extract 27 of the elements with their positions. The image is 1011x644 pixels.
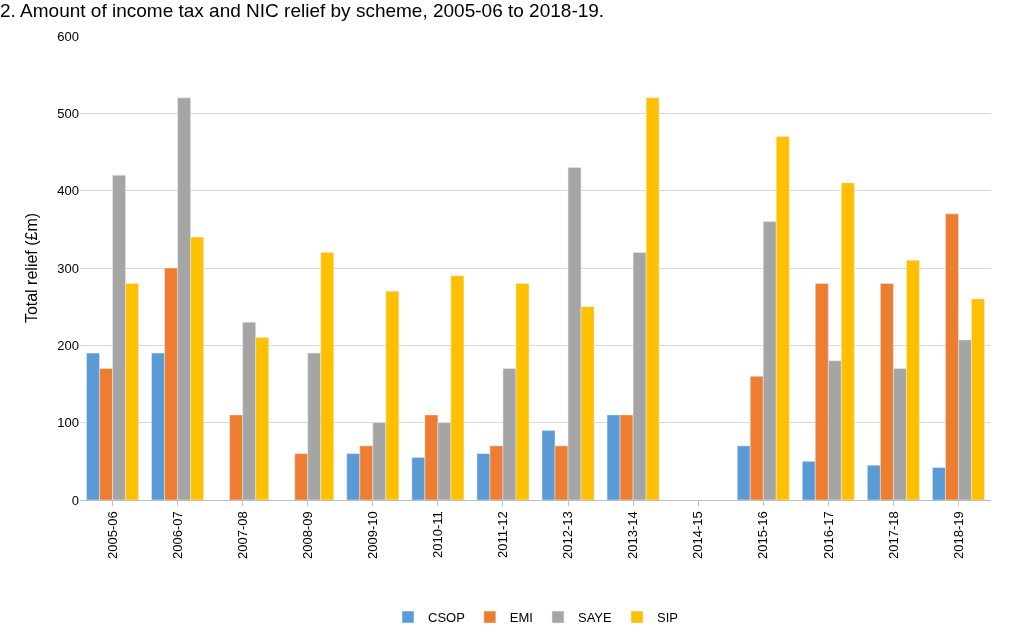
legend-label: EMI xyxy=(509,610,533,626)
x-tick-label: 2006-07 xyxy=(169,511,185,559)
chart-title: 2. Amount of income tax and NIC relief by scheme, 2005-06 to 2018-19. xyxy=(0,0,605,21)
y-axis-title: Total relief (£m) xyxy=(23,212,41,324)
y-tick-label: 500 xyxy=(57,105,79,121)
x-tick-label: 2016-17 xyxy=(820,511,836,559)
y-tick-label: 300 xyxy=(57,260,79,276)
x-tick-label: 2018-19 xyxy=(950,511,966,559)
y-tick-label: 200 xyxy=(57,337,79,353)
x-tick-label: 2005-06 xyxy=(104,511,120,559)
x-tick-label: 2015-16 xyxy=(755,511,771,559)
x-tick-label: 2009-10 xyxy=(365,511,381,559)
x-tick-label: 2008-09 xyxy=(299,511,315,559)
x-tick-label: 2010-11 xyxy=(430,511,446,558)
legend-label: CSOP xyxy=(428,610,465,626)
x-tick-label: 2007-08 xyxy=(234,511,250,559)
y-tick-label: 600 xyxy=(57,28,79,44)
legend-label: SIP xyxy=(657,610,678,626)
y-tick-label: 400 xyxy=(57,183,79,199)
x-tick-label: 2017-18 xyxy=(885,511,901,559)
x-tick-label: 2013-14 xyxy=(625,511,641,559)
x-tick-label: 2011-12 xyxy=(495,511,511,558)
x-tick-label: 2014-15 xyxy=(690,511,706,559)
x-tick-label: 2012-13 xyxy=(560,511,576,559)
y-tick-label: 100 xyxy=(57,415,79,431)
y-tick-label: 0 xyxy=(71,492,79,508)
legend-label: SAYE xyxy=(577,610,613,626)
